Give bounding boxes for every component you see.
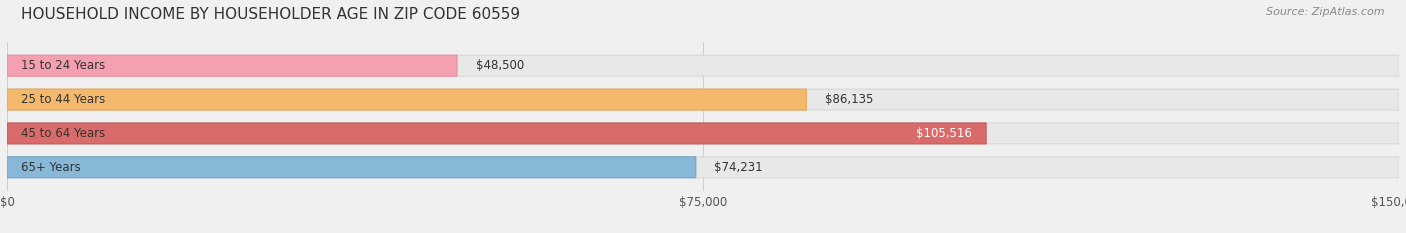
Text: Source: ZipAtlas.com: Source: ZipAtlas.com	[1267, 7, 1385, 17]
FancyBboxPatch shape	[7, 123, 1399, 144]
FancyBboxPatch shape	[7, 89, 806, 110]
FancyBboxPatch shape	[7, 157, 1399, 178]
FancyBboxPatch shape	[7, 123, 986, 144]
Text: $105,516: $105,516	[917, 127, 973, 140]
Text: 25 to 44 Years: 25 to 44 Years	[21, 93, 105, 106]
Text: 15 to 24 Years: 15 to 24 Years	[21, 59, 105, 72]
FancyBboxPatch shape	[7, 55, 457, 76]
Text: $86,135: $86,135	[825, 93, 873, 106]
FancyBboxPatch shape	[7, 55, 1399, 76]
Text: 65+ Years: 65+ Years	[21, 161, 80, 174]
Text: 45 to 64 Years: 45 to 64 Years	[21, 127, 105, 140]
Text: $48,500: $48,500	[475, 59, 524, 72]
Text: HOUSEHOLD INCOME BY HOUSEHOLDER AGE IN ZIP CODE 60559: HOUSEHOLD INCOME BY HOUSEHOLDER AGE IN Z…	[21, 7, 520, 22]
Text: $74,231: $74,231	[714, 161, 763, 174]
FancyBboxPatch shape	[7, 157, 696, 178]
FancyBboxPatch shape	[7, 89, 1399, 110]
